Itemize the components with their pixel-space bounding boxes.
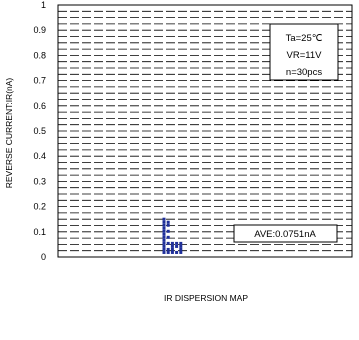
data-point — [170, 250, 174, 254]
data-point — [179, 244, 183, 248]
data-point — [175, 250, 179, 254]
condition-voltage: VR=11V — [287, 50, 323, 61]
data-point — [175, 241, 179, 245]
y-tick-label: 0.8 — [33, 50, 46, 60]
data-point — [162, 238, 166, 242]
data-point — [162, 232, 166, 236]
y-tick-label: 0 — [41, 252, 46, 262]
average-label: AVE:0.0751nA — [254, 229, 316, 240]
condition-sample-count: n=30pcs — [286, 67, 322, 78]
data-point — [162, 250, 166, 254]
data-point — [162, 220, 166, 224]
data-point — [179, 241, 183, 245]
data-point — [175, 244, 179, 248]
data-point — [166, 223, 170, 227]
y-tick-label: 0.7 — [33, 76, 46, 86]
plot-frame — [57, 4, 353, 258]
y-tick-label: 1 — [41, 0, 46, 10]
data-point — [162, 223, 166, 227]
y-tick-label: 0.6 — [33, 101, 46, 111]
data-point — [162, 244, 166, 248]
y-axis-ticks: 0 0.1 0.2 0.3 0.4 0.5 0.6 0.7 0.8 0.9 1 — [33, 0, 46, 262]
data-point — [162, 247, 166, 251]
data-point — [166, 250, 170, 254]
chart-title: IR DISPERSION MAP — [164, 293, 248, 303]
y-tick-label: 0.9 — [33, 25, 46, 35]
y-tick-label: 0.1 — [33, 227, 46, 237]
data-point — [162, 226, 166, 230]
y-tick-label: 0.4 — [33, 151, 46, 161]
data-point — [170, 247, 174, 251]
y-tick-label: 0.5 — [33, 126, 46, 136]
data-points — [162, 217, 183, 254]
y-tick-label: 0.3 — [33, 176, 46, 186]
average-box: AVE:0.0751nA — [233, 224, 338, 243]
conditions-box: Ta=25℃ VR=11V n=30pcs — [269, 23, 339, 81]
data-point — [162, 229, 166, 233]
data-point — [166, 247, 170, 251]
data-point — [179, 250, 183, 254]
condition-temperature: Ta=25℃ — [286, 33, 323, 44]
grid-lines — [58, 10, 352, 252]
data-point — [166, 229, 170, 233]
data-point — [162, 241, 166, 245]
data-point — [170, 244, 174, 248]
y-tick-label: 0.2 — [33, 202, 46, 212]
data-point — [166, 220, 170, 224]
data-point — [166, 235, 170, 239]
y-axis-label: REVERSE CURRENT:IR(nA) — [4, 78, 14, 189]
data-point — [170, 241, 174, 245]
data-point — [162, 235, 166, 239]
data-point — [166, 241, 170, 245]
data-point — [162, 217, 166, 221]
data-point — [179, 247, 183, 251]
